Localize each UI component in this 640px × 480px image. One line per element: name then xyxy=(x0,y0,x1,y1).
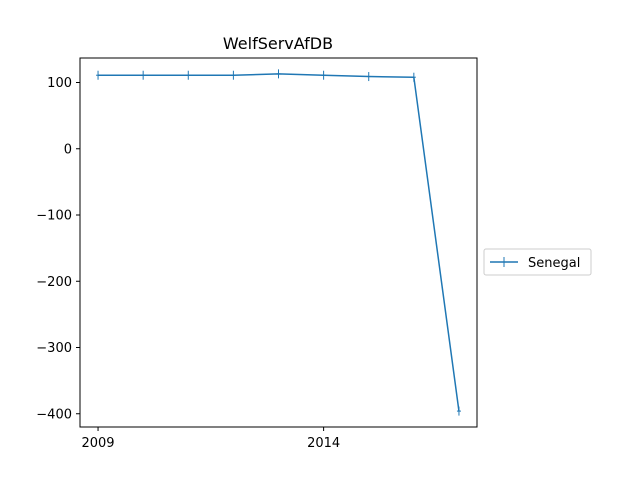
legend-entry-senegal: Senegal xyxy=(528,256,580,271)
y-tick-label: 100 xyxy=(47,76,72,91)
y-tick-label: −100 xyxy=(36,209,72,224)
y-tick-label: −300 xyxy=(36,341,72,356)
legend: Senegal xyxy=(483,248,592,276)
legend-box xyxy=(483,248,592,276)
y-tick-label: −400 xyxy=(36,407,72,422)
plot-area: 100 0 −100 −200 −300 −400 2009 2014 xyxy=(36,57,478,451)
y-tick-label: 0 xyxy=(64,142,72,157)
plot-frame xyxy=(79,57,478,428)
chart-title: WelfServAfDB xyxy=(223,34,333,53)
y-tick-label: −200 xyxy=(36,275,72,290)
x-tick-label: 2009 xyxy=(81,436,114,451)
x-tick-label: 2014 xyxy=(307,436,340,451)
